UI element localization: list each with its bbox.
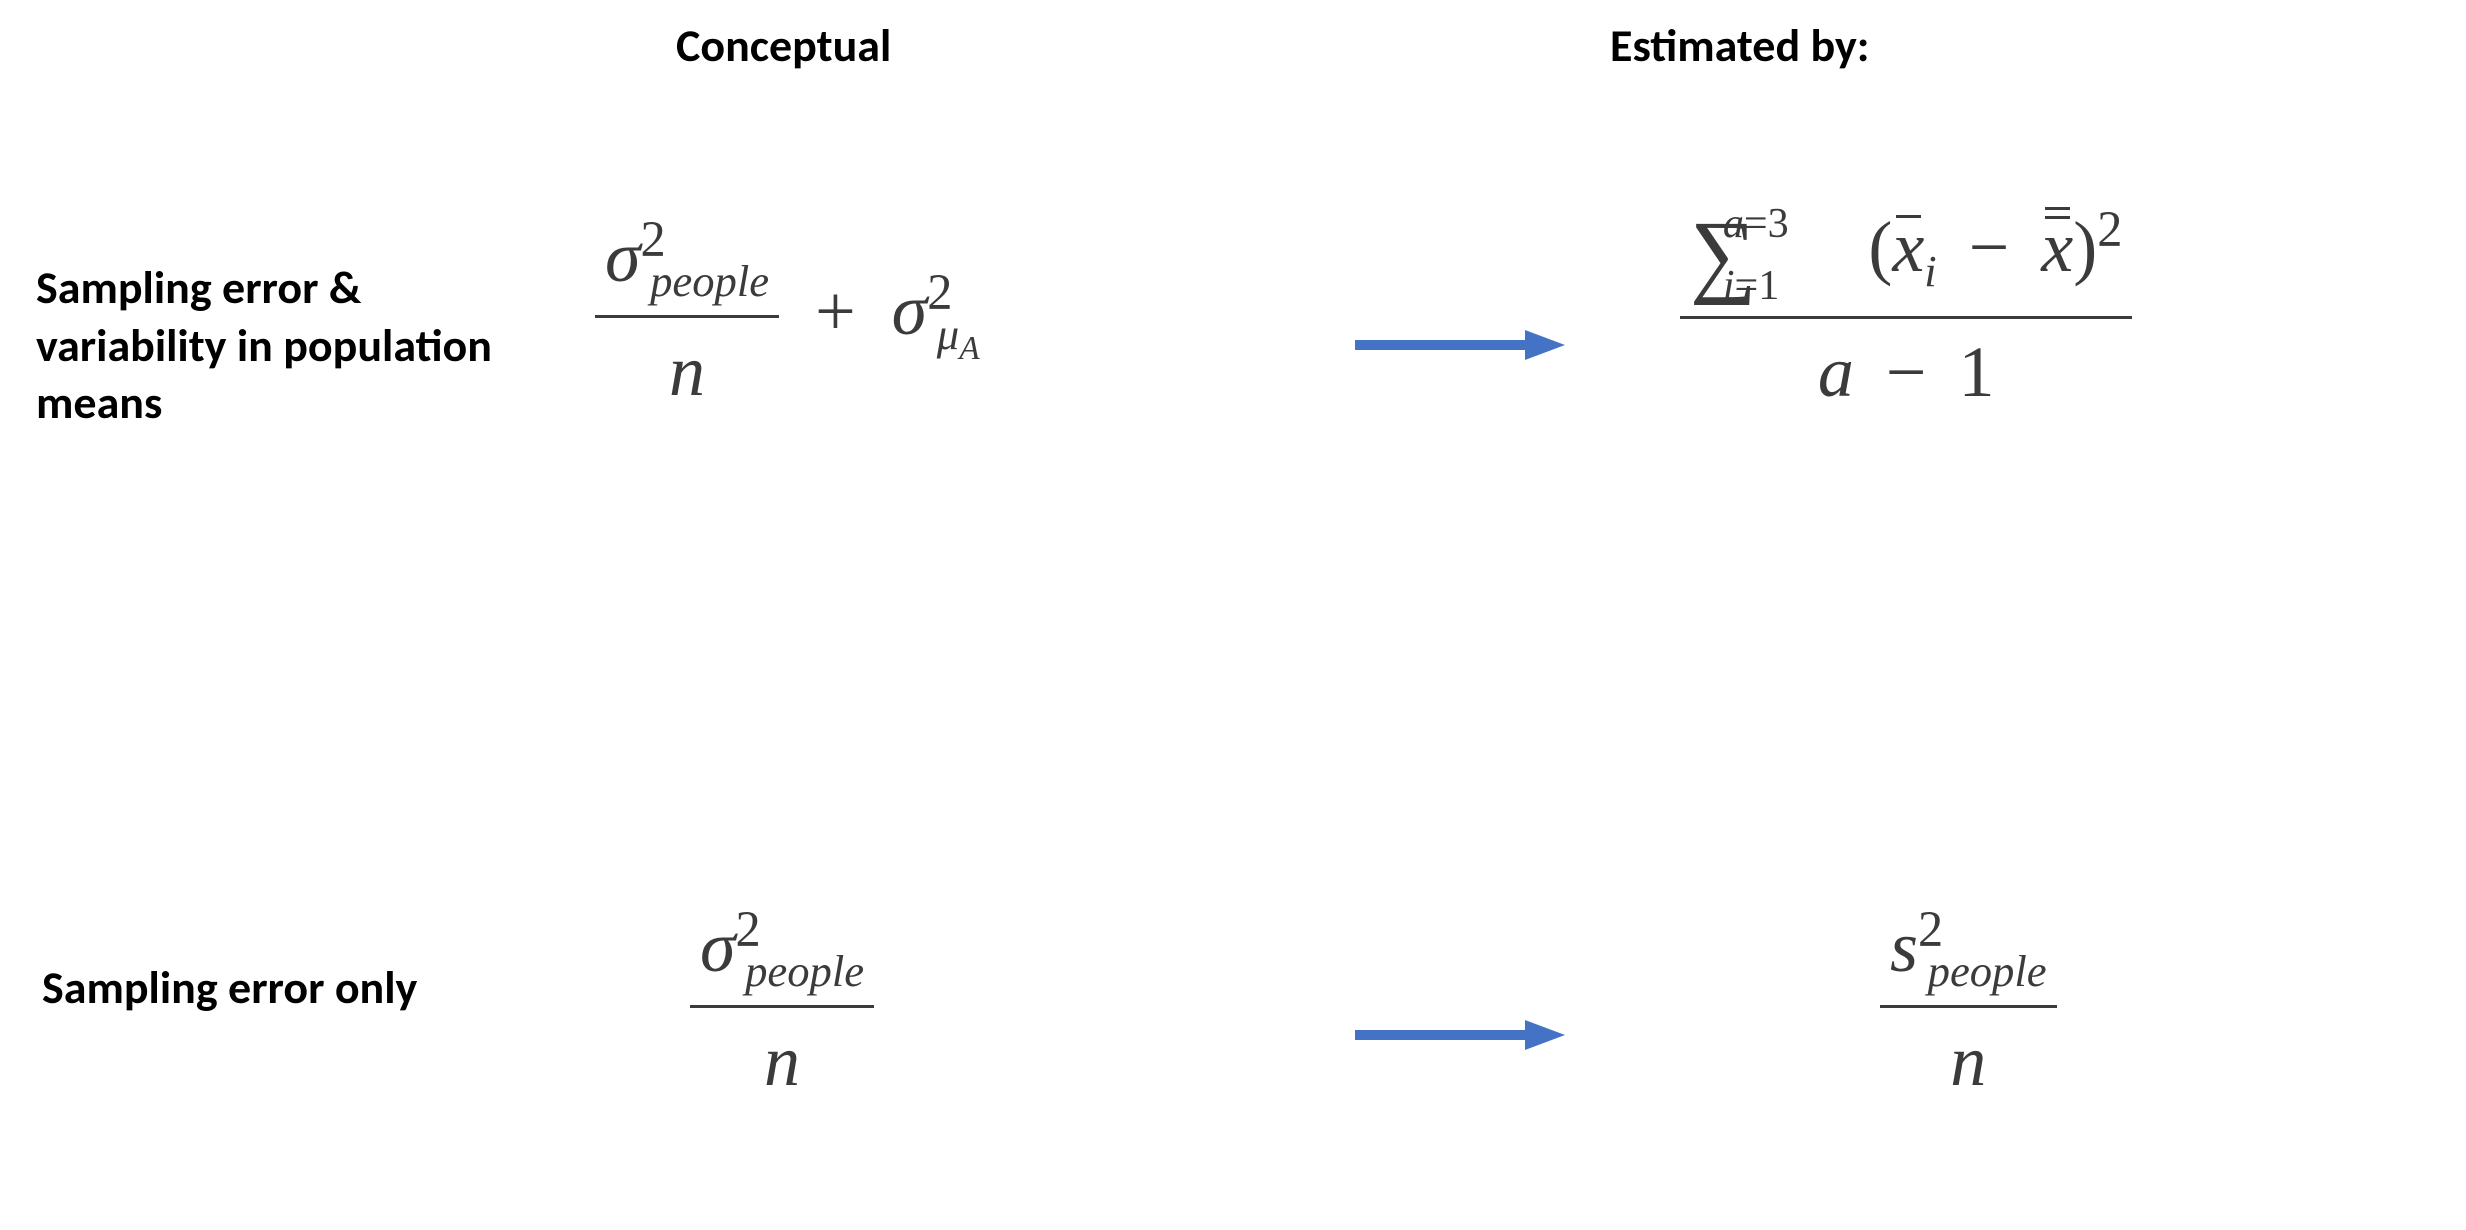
header-conceptual: Conceptual (676, 18, 891, 74)
subscript-a: A (959, 330, 979, 367)
mu-symbol: μ (937, 309, 959, 359)
x-bar: x (1892, 207, 1924, 287)
arrow-icon (1350, 1010, 1570, 1060)
formula-r1-estimated: ∑ a=3 i=1 (xi − x)2 a − 1 (1680, 200, 2132, 414)
one-symbol: 1 (1959, 332, 1995, 412)
row1-label: Sampling error & variability in populati… (36, 260, 556, 433)
subscript-people: people (650, 256, 769, 306)
formula-r2-estimated: s2people n (1880, 900, 2057, 1103)
x-double-bar: x (2041, 207, 2073, 287)
subscript-people: people (1928, 946, 2047, 996)
summation-symbol: ∑ a=3 i=1 (1690, 201, 1757, 308)
upper-a: a (1723, 200, 1744, 247)
superscript-2: 2 (2097, 201, 2122, 257)
row2-label: Sampling error only (42, 960, 482, 1018)
sigma-symbol: σ (605, 217, 641, 297)
formula-r1-conceptual: σ2people n + σ2μA (595, 210, 980, 413)
n-symbol: n (1950, 1021, 1986, 1101)
subscript-i: i (1924, 246, 1936, 296)
rparen: ) (2073, 207, 2097, 287)
lower-1: 1 (1758, 262, 1779, 309)
minus-symbol: − (1886, 332, 1927, 412)
header-estimated: Estimated by: (1610, 18, 1869, 74)
lower-i: i (1723, 262, 1735, 309)
sigma-symbol: σ (892, 270, 928, 350)
formula-r2-conceptual: σ2people n (690, 900, 874, 1103)
sigma-symbol: σ (700, 907, 736, 987)
arrow-icon (1350, 320, 1570, 370)
lparen: ( (1868, 207, 1892, 287)
upper-3: 3 (1768, 200, 1789, 247)
upper-eq: = (1744, 200, 1768, 247)
plus-symbol: + (815, 271, 856, 351)
subscript-people: people (745, 946, 864, 996)
n-symbol: n (669, 331, 705, 411)
minus-symbol: − (1969, 207, 2010, 287)
s-symbol: s (1890, 907, 1918, 987)
a-symbol: a (1818, 332, 1854, 412)
n-symbol: n (764, 1021, 800, 1101)
lower-eq: = (1735, 262, 1759, 309)
